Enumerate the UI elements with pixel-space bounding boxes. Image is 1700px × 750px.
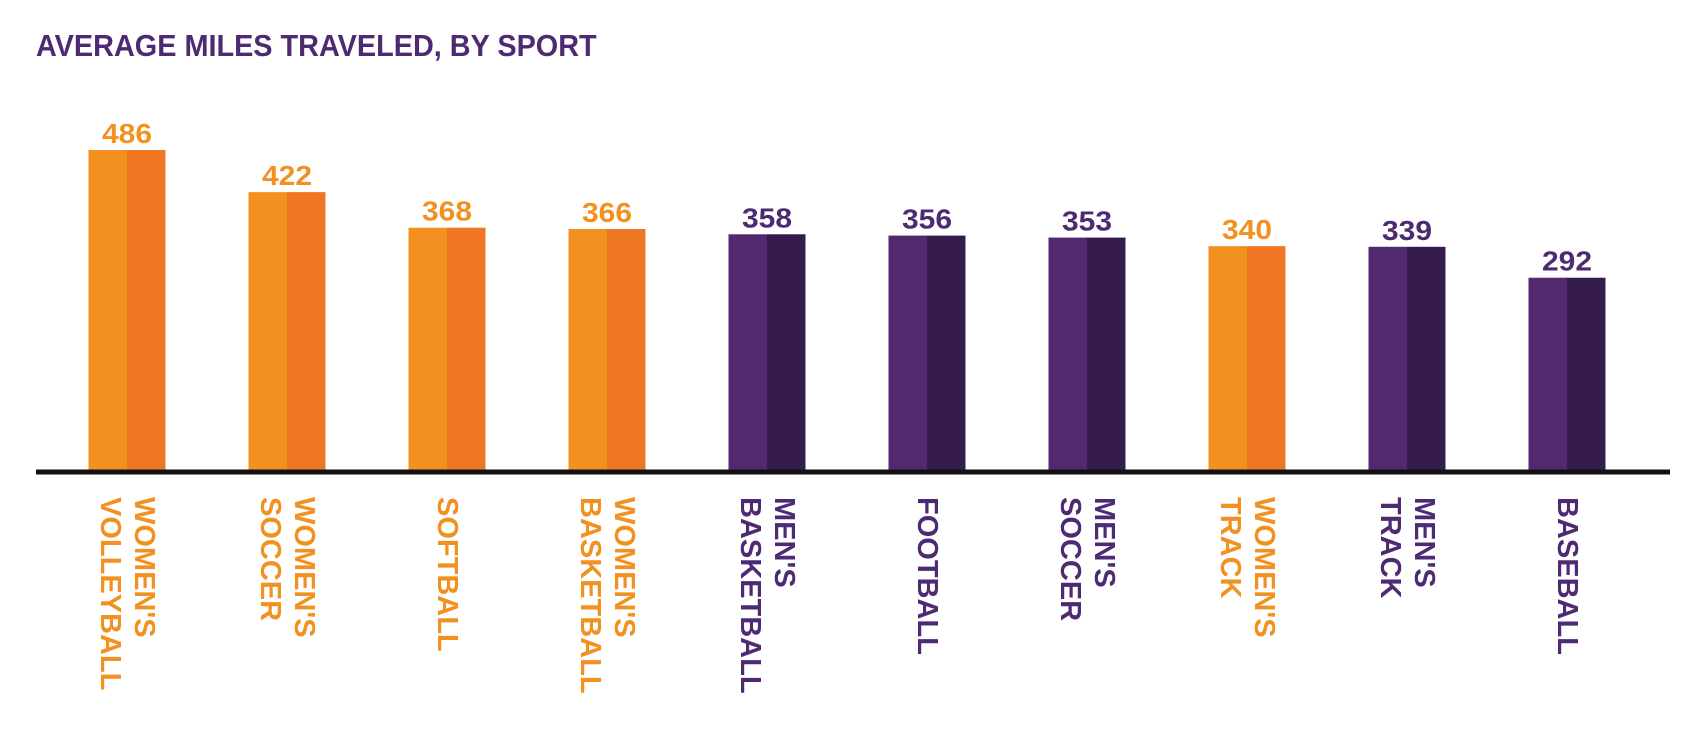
- value-label-womens-soccer: 422: [262, 160, 312, 191]
- bar-womens-soccer: [248, 192, 326, 470]
- value-label-softball: 368: [422, 196, 472, 227]
- category-label-womens-soccer-line-1: WOMEN'S: [288, 497, 320, 638]
- value-label-football: 356: [902, 204, 952, 235]
- bar-womens-volleyball: [88, 150, 166, 470]
- bar-womens-basketball-dark-half: [607, 229, 646, 470]
- bar-womens-soccer-dark-half: [287, 192, 326, 470]
- category-label-softball: SOFTBALL: [431, 497, 463, 652]
- bar-womens-track-dark-half: [1247, 246, 1286, 470]
- category-label-womens-basketball-line-2: BASKETBALL: [574, 497, 606, 694]
- category-label-mens-soccer-line-1: MEN'S: [1088, 497, 1120, 588]
- bar-womens-basketball: [568, 229, 646, 470]
- bar-mens-soccer-dark-half: [1087, 237, 1126, 470]
- category-label-womens-volleyball-line-2: VOLLEYBALL: [94, 497, 126, 690]
- category-label-mens-track-line-1: MEN'S: [1408, 497, 1440, 588]
- value-label-baseball: 292: [1542, 246, 1592, 277]
- value-label-womens-basketball: 366: [582, 197, 632, 228]
- value-label-womens-track: 340: [1222, 214, 1272, 245]
- category-label-baseball-line-1: BASEBALL: [1551, 497, 1583, 655]
- value-label-mens-track: 339: [1382, 215, 1432, 246]
- bar-softball: [408, 227, 486, 470]
- category-label-softball-line-1: SOFTBALL: [431, 497, 463, 652]
- category-label-womens-volleyball-line-1: WOMEN'S: [128, 497, 160, 638]
- category-label-womens-track-line-1: WOMEN'S: [1248, 497, 1280, 638]
- value-labels-layer: 486 422 368 366 358 356 353 340 339 292: [102, 118, 1592, 277]
- bar-mens-track: [1368, 246, 1446, 470]
- bar-football: [888, 235, 966, 470]
- bar-mens-soccer: [1048, 237, 1126, 470]
- bar-softball-dark-half: [447, 227, 486, 470]
- value-label-womens-volleyball: 486: [102, 118, 152, 149]
- bar-womens-soccer-light-half: [248, 192, 287, 470]
- bar-womens-track-light-half: [1208, 246, 1247, 470]
- bars-layer: [88, 150, 1606, 470]
- category-label-mens-basketball-line-2: BASKETBALL: [734, 497, 766, 694]
- chart-title: AVERAGE MILES TRAVELED, BY SPORT: [36, 28, 597, 63]
- category-label-womens-basketball-line-1: WOMEN'S: [608, 497, 640, 638]
- bar-baseball-dark-half: [1567, 277, 1606, 470]
- bar-mens-soccer-light-half: [1048, 237, 1087, 470]
- bar-baseball: [1528, 277, 1606, 470]
- category-label-womens-track-line-2: TRACK: [1214, 497, 1246, 599]
- bar-mens-basketball: [728, 234, 806, 470]
- bar-womens-basketball-light-half: [568, 229, 607, 470]
- category-label-womens-soccer-line-2: SOCCER: [254, 497, 286, 621]
- category-label-mens-basketball-line-1: MEN'S: [768, 497, 800, 588]
- bar-baseball-light-half: [1528, 277, 1567, 470]
- category-label-football-line-1: FOOTBALL: [911, 497, 943, 655]
- bar-mens-basketball-dark-half: [767, 234, 806, 470]
- bar-softball-light-half: [408, 227, 447, 470]
- value-label-mens-basketball: 358: [742, 202, 792, 233]
- category-label-football: FOOTBALL: [911, 497, 943, 655]
- bar-football-light-half: [888, 235, 927, 470]
- category-label-mens-track-line-2: TRACK: [1374, 497, 1406, 599]
- bar-football-dark-half: [927, 235, 966, 470]
- bar-mens-basketball-light-half: [728, 234, 767, 470]
- bar-mens-track-dark-half: [1407, 246, 1446, 470]
- bar-womens-volleyball-light-half: [88, 150, 127, 470]
- bar-womens-track: [1208, 246, 1286, 470]
- bar-womens-volleyball-dark-half: [127, 150, 166, 470]
- category-label-mens-soccer-line-2: SOCCER: [1054, 497, 1086, 621]
- value-label-mens-soccer: 353: [1062, 206, 1112, 237]
- category-label-baseball: BASEBALL: [1551, 497, 1583, 655]
- bar-mens-track-light-half: [1368, 246, 1407, 470]
